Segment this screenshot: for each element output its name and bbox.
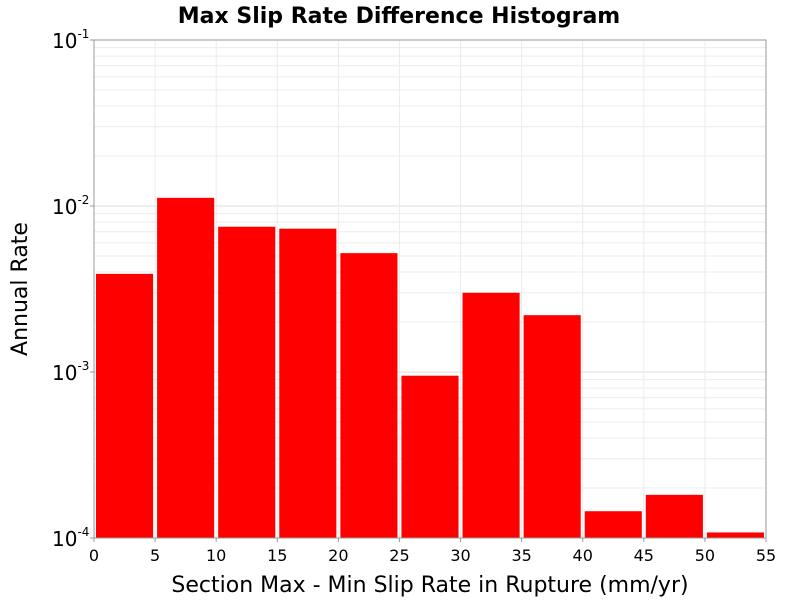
chart-title: Max Slip Rate Difference Histogram — [178, 4, 620, 29]
y-tick-label: 10-4 — [52, 525, 89, 551]
x-tick-label: 30 — [450, 546, 470, 565]
y-tick-label: 10-3 — [52, 359, 89, 385]
histogram-bar — [340, 253, 398, 539]
x-tick-label: 25 — [389, 546, 409, 565]
histogram-bar — [96, 273, 154, 538]
histogram-bar — [645, 494, 703, 538]
y-tick-label: 10-1 — [52, 27, 89, 53]
histogram-bar — [523, 315, 581, 538]
x-tick-label: 35 — [511, 546, 531, 565]
x-tick-label: 40 — [573, 546, 593, 565]
histogram-bar — [706, 532, 764, 538]
x-tick-label: 0 — [89, 546, 99, 565]
x-tick-label: 20 — [328, 546, 348, 565]
bars — [96, 197, 764, 539]
y-axis-ticks: 10-1 10-2 10-3 10-4 — [52, 27, 94, 551]
x-tick-label: 10 — [206, 546, 226, 565]
x-tick-label: 5 — [150, 546, 160, 565]
histogram-bar — [584, 511, 642, 538]
x-tick-label: 55 — [756, 546, 776, 565]
x-tick-label: 15 — [267, 546, 287, 565]
histogram-bar — [157, 197, 215, 538]
y-tick-label: 10-2 — [52, 193, 89, 219]
x-tick-label: 45 — [634, 546, 654, 565]
y-axis-label: Annual Rate — [8, 222, 33, 356]
x-tick-label: 50 — [695, 546, 715, 565]
histogram-bar — [279, 228, 337, 538]
histogram-bar — [462, 292, 520, 538]
x-axis-ticks: 0 5 10 15 20 25 30 35 40 45 50 55 — [89, 538, 776, 565]
histogram-bar — [218, 226, 276, 538]
plot-frame — [93, 39, 767, 539]
x-axis-label: Section Max - Min Slip Rate in Rupture (… — [171, 573, 688, 598]
histogram-bar — [401, 375, 459, 538]
